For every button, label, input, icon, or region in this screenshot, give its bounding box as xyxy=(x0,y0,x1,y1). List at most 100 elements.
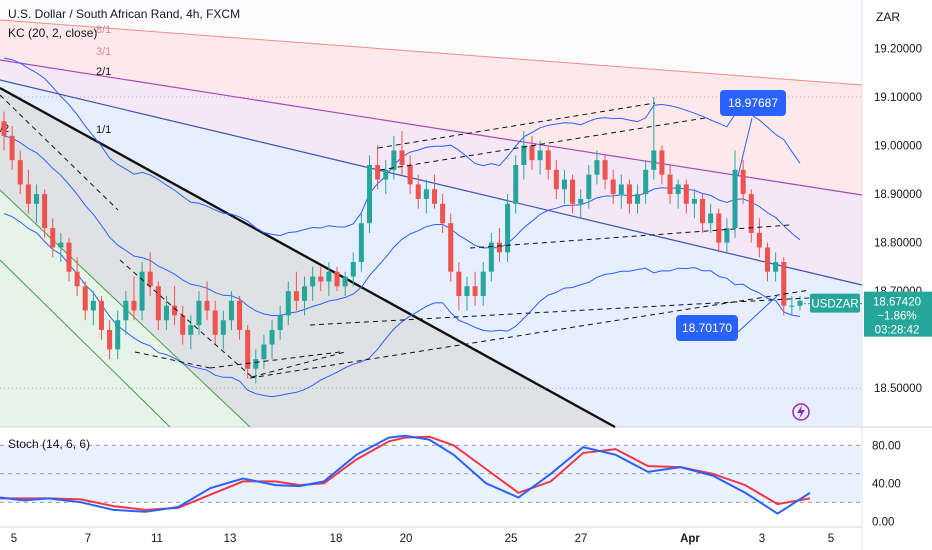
x-tick-label: 11 xyxy=(151,533,163,545)
x-tick-label: 27 xyxy=(575,533,588,545)
candle-body xyxy=(675,184,681,195)
trendline-9 xyxy=(251,351,346,378)
stoch-y-tick-label: 80.00 xyxy=(872,440,901,452)
candle-body xyxy=(358,223,364,263)
candle-body xyxy=(277,315,283,330)
currency-label: ZAR xyxy=(876,10,900,24)
candle-body xyxy=(188,325,194,335)
candle-body xyxy=(781,262,787,306)
candle-body xyxy=(90,300,96,311)
candle-body xyxy=(643,169,649,195)
stoch-k-line xyxy=(0,434,811,515)
x-tick-label: 13 xyxy=(224,533,237,545)
stoch-y-tick-label: 0.00 xyxy=(872,516,894,528)
fan-label-3: 1/1 xyxy=(96,124,111,136)
candle-body xyxy=(513,164,519,204)
candle-body xyxy=(147,271,153,287)
candle-body xyxy=(456,271,462,296)
candle-body xyxy=(350,262,356,277)
candle-body xyxy=(139,271,145,311)
candle-body xyxy=(700,198,706,224)
stochastic-pane xyxy=(0,434,862,515)
candle-body xyxy=(366,164,373,224)
y-tick-label: 18.50000 xyxy=(874,383,922,395)
candle-body xyxy=(25,184,31,204)
callout-box-0 xyxy=(720,90,786,116)
candle-body xyxy=(521,145,527,165)
callout-leader-1 xyxy=(737,295,778,333)
candle-body xyxy=(9,135,15,161)
candle-body xyxy=(724,228,730,243)
candle-body xyxy=(602,160,608,180)
candle-body xyxy=(326,271,332,282)
trendline-5 xyxy=(377,102,656,149)
callout-text-0: 18.97687 xyxy=(728,96,778,110)
candle-body xyxy=(220,320,226,335)
candle-body xyxy=(107,329,113,350)
symbol-badge xyxy=(810,293,860,313)
candle-body xyxy=(204,300,210,311)
drawings: 18.97687 18.70170 xyxy=(0,90,846,421)
candle-body xyxy=(66,242,72,272)
fan-line-1-1 xyxy=(0,86,616,429)
candle-body xyxy=(285,291,291,316)
fan-label-2: 2/1 xyxy=(96,66,111,78)
candle-body xyxy=(691,198,697,204)
candle-body xyxy=(635,194,641,204)
y-tick-label: 18.80000 xyxy=(874,238,922,250)
candle-body xyxy=(480,271,486,296)
y-tick-label: 19.00000 xyxy=(874,141,922,153)
stoch-y-tick-label: 40.00 xyxy=(872,478,901,490)
candle-body xyxy=(407,164,413,185)
trendline-2 xyxy=(209,351,341,369)
candle-body xyxy=(212,310,218,335)
candle-body xyxy=(155,286,161,321)
candle-body xyxy=(42,194,48,229)
fan-line-green-2 xyxy=(0,259,171,428)
candle-body xyxy=(659,150,665,175)
fan-label-1: 3/1 xyxy=(96,46,111,58)
candle-body xyxy=(172,305,178,316)
candle-body xyxy=(245,329,251,369)
chart-title: U.S. Dollar / South African Rand, 4h, FX… xyxy=(8,7,241,21)
candle-body xyxy=(415,184,421,199)
candle-body xyxy=(58,242,64,248)
candle-body xyxy=(180,315,186,335)
trendline-8 xyxy=(119,259,253,378)
candle-body xyxy=(594,160,600,175)
candle-body xyxy=(464,286,470,296)
x-tick-label: 5 xyxy=(828,533,834,545)
candle-body xyxy=(708,213,714,224)
callout-leader-0 xyxy=(737,117,753,177)
candle-body xyxy=(423,189,429,199)
symbol-badge-text: USDZAR xyxy=(811,299,858,311)
candle-body xyxy=(586,174,592,199)
candle-body xyxy=(448,223,454,272)
candle-body xyxy=(651,150,657,170)
price-badge-countdown: 03:28:42 xyxy=(875,325,920,337)
candle-body xyxy=(383,169,389,180)
candle-body xyxy=(237,300,243,330)
price-badge xyxy=(864,291,932,337)
candle-body xyxy=(98,300,104,330)
kc-middle xyxy=(3,135,801,316)
candles xyxy=(1,97,803,384)
candle-body xyxy=(1,121,7,136)
candle-body xyxy=(131,300,137,311)
candle-body xyxy=(472,286,478,296)
candle-body xyxy=(626,184,632,204)
trendline-7 xyxy=(379,117,706,171)
candle-body xyxy=(310,276,316,287)
x-tick-label: 3 xyxy=(759,533,765,545)
trendline-0 xyxy=(0,94,119,211)
candle-body xyxy=(553,169,559,190)
candle-body xyxy=(756,232,762,248)
candle-body xyxy=(334,271,340,287)
candle-body xyxy=(789,305,795,307)
candle-body xyxy=(115,320,121,350)
axes: 19.20000 19.10000 19.00000 18.90000 18.80000… xyxy=(0,44,932,545)
candle-body xyxy=(578,198,584,204)
candle-body xyxy=(440,203,446,224)
candle-body xyxy=(740,169,746,195)
